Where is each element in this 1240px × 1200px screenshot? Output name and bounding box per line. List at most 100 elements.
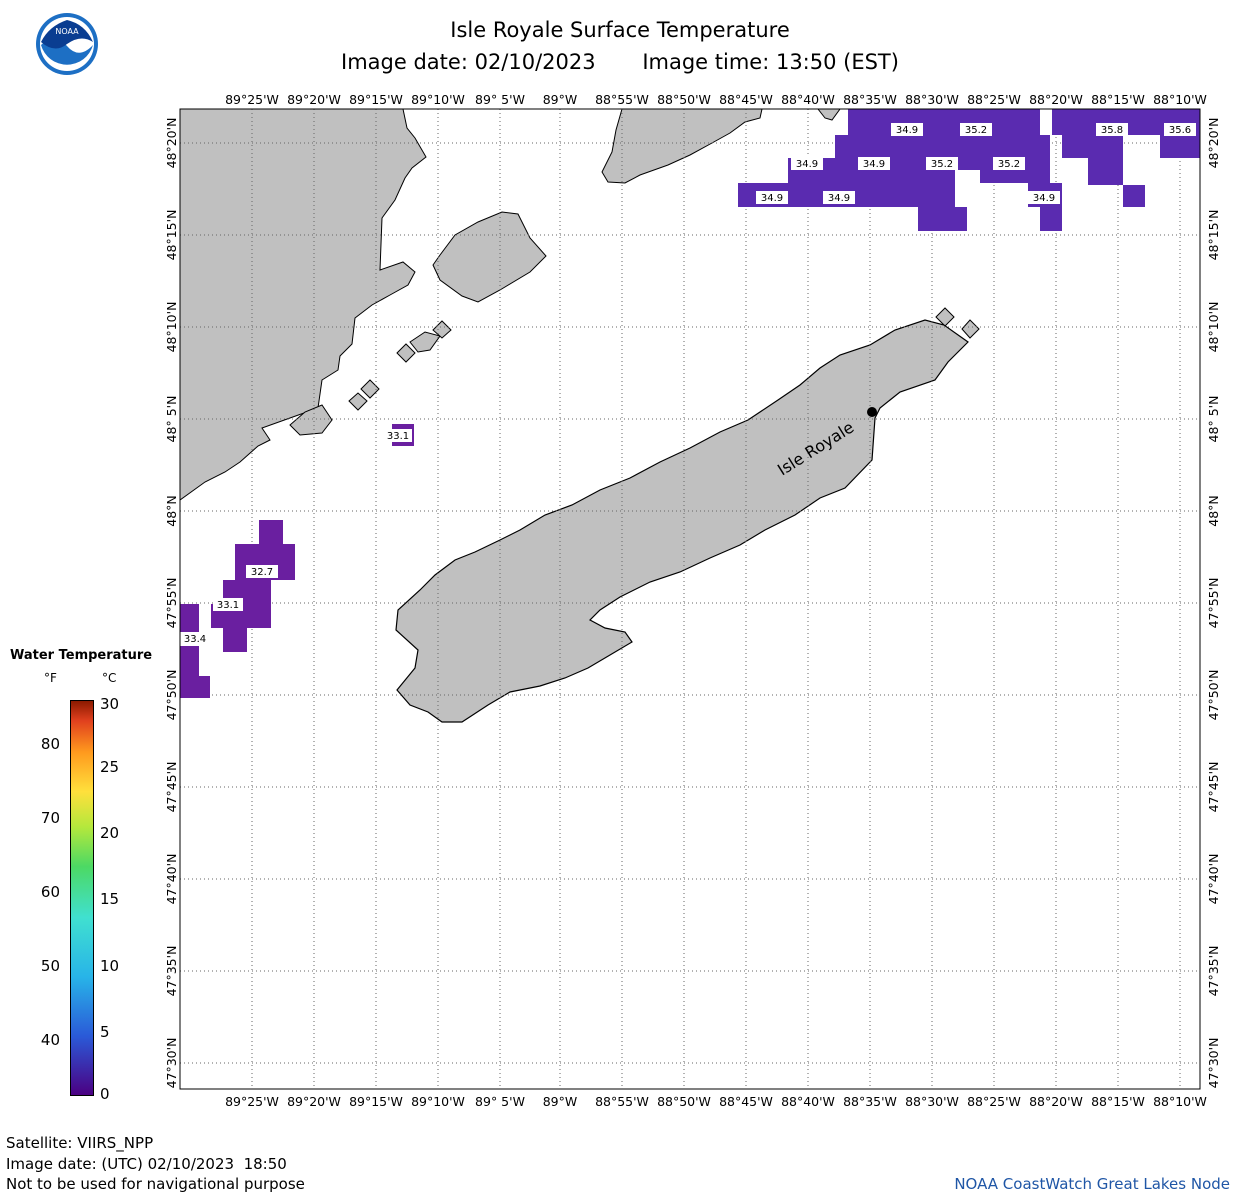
- latitude-label: 47°40'N: [164, 854, 179, 905]
- longitude-label: 88°20'W: [1029, 92, 1083, 107]
- image-date: Image date: 02/10/2023: [341, 50, 596, 74]
- latitude-labels-left: 48°20'N 48°15'N 48°10'N 48° 5'N 48°N 47°55'N 4…: [164, 118, 179, 1089]
- mainland-north: [601, 108, 763, 184]
- longitude-label: 88°30'W: [905, 1094, 959, 1109]
- latitude-label: 48°15'N: [1206, 210, 1221, 261]
- latitude-label: 47°35'N: [1206, 946, 1221, 997]
- temp-label: 34.9: [791, 157, 823, 170]
- footer-utc-date: Image date: (UTC) 02/10/2023 18:50: [6, 1155, 287, 1173]
- longitude-label: 89°25'W: [225, 92, 279, 107]
- temp-label-text: 35.8: [1101, 125, 1123, 136]
- islet-1: [409, 331, 441, 353]
- latitude-label: 48° 5'N: [164, 396, 179, 443]
- temperature-labels: 34.9 35.2 35.8 35.6 34.9 34.9 35.2 35.2 …: [180, 123, 1196, 645]
- footer-satellite: Satellite: VIIRS_NPP: [6, 1134, 154, 1152]
- islet-8: [961, 319, 980, 339]
- longitude-label: 88°55'W: [595, 1094, 649, 1109]
- legend-f-tick: 60: [40, 883, 60, 901]
- longitude-label: 89°W: [543, 1094, 578, 1109]
- longitude-label: 89° 5'W: [475, 1094, 525, 1109]
- temp-cell: [918, 183, 955, 231]
- temp-label: 32.7: [246, 565, 278, 578]
- temp-label-text: 34.9: [761, 193, 783, 204]
- longitude-label: 88°40'W: [781, 92, 835, 107]
- islet-6: [289, 404, 333, 436]
- longitude-label: 88°45'W: [719, 1094, 773, 1109]
- temp-label-text: 32.7: [251, 567, 273, 578]
- longitude-label: 88°10'W: [1153, 1094, 1207, 1109]
- temp-label-text: 33.4: [184, 634, 206, 645]
- longitude-label: 89°10'W: [411, 1094, 465, 1109]
- longitude-label: 89°15'W: [349, 1094, 403, 1109]
- temp-label-text: 35.2: [965, 125, 987, 136]
- legend-c-tick: 25: [100, 758, 120, 776]
- map-title: Isle Royale Surface Temperature: [450, 18, 790, 42]
- temp-label: 34.9: [1028, 191, 1060, 204]
- legend-f-tick: 80: [40, 735, 60, 753]
- temp-label: 34.9: [756, 191, 788, 204]
- legend-f-tick: 40: [40, 1031, 60, 1049]
- legend-f-tick: 70: [40, 809, 60, 827]
- longitude-label: 89° 5'W: [475, 92, 525, 107]
- latitude-label: 48°20'N: [1206, 118, 1221, 169]
- latitude-label: 47°40'N: [1206, 854, 1221, 905]
- latitude-label: 48°N: [164, 495, 179, 527]
- longitude-label: 89°W: [543, 92, 578, 107]
- temp-label: 33.1: [384, 429, 412, 442]
- image-time: Image time: 13:50 (EST): [642, 50, 899, 74]
- latitude-label: 48°15'N: [164, 210, 179, 261]
- longitude-label: 88°35'W: [843, 1094, 897, 1109]
- temp-label: 35.2: [993, 157, 1025, 170]
- latitude-label: 47°50'N: [164, 670, 179, 721]
- latitude-labels-right: 48°20'N 48°15'N 48°10'N 48° 5'N 48°N 47°55'N 4…: [1206, 118, 1221, 1089]
- longitude-label: 88°45'W: [719, 92, 773, 107]
- temp-cell: [223, 628, 247, 652]
- temp-label-text: 35.6: [1169, 125, 1191, 136]
- temp-label-text: 34.9: [896, 125, 918, 136]
- longitude-label: 89°20'W: [287, 1094, 341, 1109]
- temp-label: 35.2: [926, 157, 958, 170]
- temp-label-text: 34.9: [828, 193, 850, 204]
- temp-label-text: 35.2: [998, 159, 1020, 170]
- temp-label-text: 34.9: [1033, 193, 1055, 204]
- islet-5: [348, 392, 368, 411]
- temp-label: 35.8: [1096, 123, 1128, 136]
- temp-label: 33.4: [180, 632, 210, 645]
- longitude-label: 88°20'W: [1029, 1094, 1083, 1109]
- temp-label-text: 34.9: [863, 159, 885, 170]
- latitude-label: 48°10'N: [1206, 302, 1221, 353]
- temp-label-text: 33.1: [217, 600, 239, 611]
- latitude-label: 48° 5'N: [1206, 396, 1221, 443]
- footer-disclaimer: Not to be used for navigational purpose: [6, 1175, 305, 1193]
- longitude-label: 89°25'W: [225, 1094, 279, 1109]
- latitude-label: 47°35'N: [164, 946, 179, 997]
- longitude-label: 88°25'W: [967, 1094, 1021, 1109]
- longitude-label: 88°50'W: [657, 92, 711, 107]
- map-frame: [179, 108, 1201, 1090]
- longitude-labels-bottom: 89°25'W 89°20'W 89°15'W 89°10'W 89° 5'W 89°W 8…: [225, 1094, 1207, 1109]
- legend-c-tick: 30: [100, 695, 120, 713]
- longitude-label: 88°35'W: [843, 92, 897, 107]
- longitude-label: 88°50'W: [657, 1094, 711, 1109]
- legend-c-tick: 20: [100, 824, 120, 842]
- isle-royale: [395, 319, 969, 723]
- longitude-label: 89°15'W: [349, 92, 403, 107]
- longitude-label: 88°15'W: [1091, 92, 1145, 107]
- legend-title: Water Temperature: [10, 648, 153, 663]
- latitude-label: 47°45'N: [164, 762, 179, 813]
- legend-c-tick: 10: [100, 957, 120, 975]
- temp-label: 33.1: [213, 598, 243, 611]
- longitude-label: 88°30'W: [905, 92, 959, 107]
- longitude-label: 89°20'W: [287, 92, 341, 107]
- mainland-west: [179, 108, 427, 501]
- latitude-label: 48°N: [1206, 495, 1221, 527]
- longitude-label: 88°15'W: [1091, 1094, 1145, 1109]
- footer-node-link[interactable]: NOAA CoastWatch Great Lakes Node: [954, 1175, 1230, 1193]
- longitude-label: 89°10'W: [411, 92, 465, 107]
- temp-cell: [188, 676, 210, 698]
- legend-unit-f: °F: [44, 671, 57, 685]
- legend-c-tick: 0: [100, 1085, 110, 1103]
- latitude-label: 47°55'N: [1206, 578, 1221, 629]
- logo-text: NOAA: [55, 27, 79, 36]
